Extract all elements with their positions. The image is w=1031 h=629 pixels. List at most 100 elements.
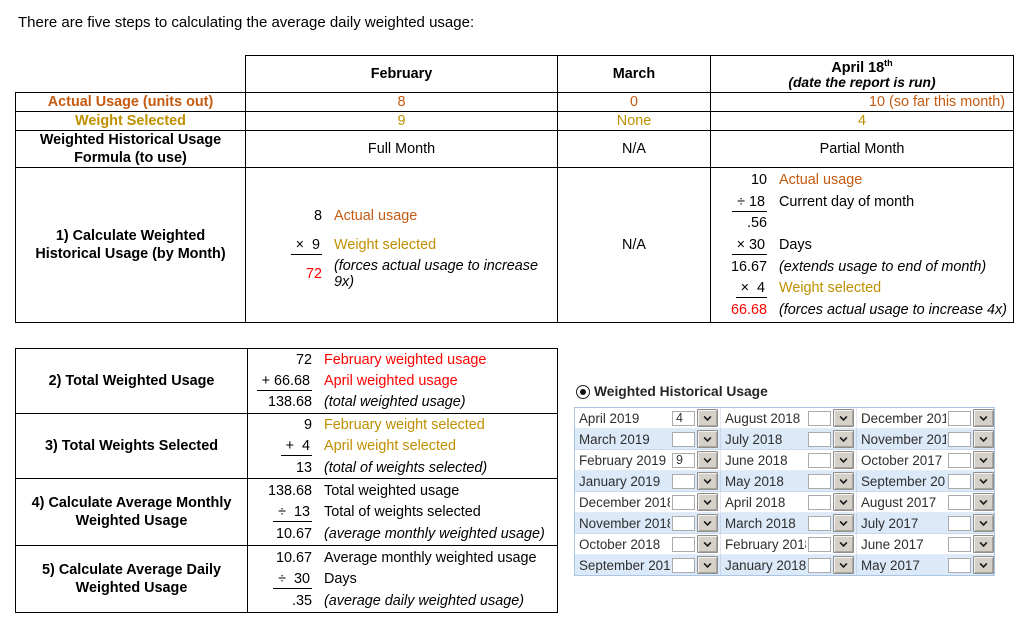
weight-value-input[interactable] [948,515,971,531]
weight-value-input[interactable] [672,431,695,447]
weight-value-input[interactable] [948,473,971,489]
weight-dropdown-button[interactable] [833,493,854,511]
month-label: November 2018 [579,515,670,531]
weight-value-input[interactable] [948,557,971,573]
weight-dropdown-button[interactable] [973,535,994,553]
chevron-down-icon [839,499,848,505]
weight-value-input[interactable] [948,494,971,510]
weight-value-input[interactable] [948,536,971,552]
month-weights-grid: April 2019 4 August 2018 December 2017 Ma… [574,407,995,576]
weight-dropdown-button[interactable] [697,556,718,574]
weight-dropdown-button[interactable] [697,451,718,469]
month-weight-cell: March 2018 [721,513,857,533]
weight-value-input[interactable] [808,536,831,552]
weight-value-input[interactable] [808,494,831,510]
step1-row: 1) Calculate Weighted Historical Usage (… [15,167,1014,323]
month-weight-cell: January 2019 [575,471,721,491]
weighted-historical-usage-radio[interactable] [576,384,590,399]
month-label: February 2019 [579,452,667,468]
weight-selected-label: Weight Selected [15,111,246,131]
weight-value-input[interactable] [672,536,695,552]
calc-line: 10 Actual usage [750,171,863,188]
month-label: November 2017 [861,431,946,447]
weight-value-input[interactable] [808,431,831,447]
chevron-down-icon [839,478,848,484]
weight-value-input[interactable] [672,515,695,531]
header-april-date: April 18th [831,57,893,76]
weight-dropdown-button[interactable] [697,409,718,427]
calc-line: 8 Actual usage [313,208,418,224]
weight-value-input[interactable] [948,452,971,468]
weight-value-input[interactable] [672,494,695,510]
weight-selected-april: 4 [710,111,1014,131]
weight-value-input[interactable] [672,557,695,573]
weight-value-input[interactable] [808,410,831,426]
month-label: December 2018 [579,494,670,510]
weight-value-input[interactable] [808,452,831,468]
weight-value-input[interactable] [808,557,831,573]
calc-line: 10.67 Average monthly weighted usage [275,549,537,566]
weight-dropdown-button[interactable] [833,514,854,532]
weight-dropdown-button[interactable] [973,514,994,532]
weight-dropdown-button[interactable] [833,451,854,469]
weight-value-input[interactable] [808,473,831,489]
calc-line: × 30 Days [711,234,1013,256]
weight-value-input[interactable] [948,431,971,447]
calc-line: 16.67 (extends usage to end of month) [730,258,987,275]
weight-dropdown-button[interactable] [697,514,718,532]
weight-value-input[interactable]: 9 [672,452,695,468]
month-label: May 2017 [861,557,920,573]
radio-selected-dot [580,388,586,395]
month-weight-cell: December 2017 [857,408,996,428]
chevron-down-icon [979,520,988,526]
month-label: March 2019 [579,431,650,447]
weight-dropdown-button[interactable] [833,430,854,448]
month-label: September 2017 [861,473,946,489]
weight-dropdown-button[interactable] [697,535,718,553]
grid-row: December 2018 April 2018 August 2017 [575,492,994,513]
month-weight-cell: April 2018 [721,492,857,512]
weight-dropdown-button[interactable] [973,493,994,511]
calc-line: ÷ 18 Current day of month [711,191,1013,213]
actual-usage-label: Actual Usage (units out) [15,92,246,112]
month-label: August 2018 [725,410,801,426]
weight-dropdown-button[interactable] [697,493,718,511]
month-label: June 2018 [725,452,788,468]
weight-dropdown-button[interactable] [973,556,994,574]
weight-dropdown-button[interactable] [973,451,994,469]
weight-dropdown-button[interactable] [697,472,718,490]
header-february: February [245,55,558,93]
month-label: March 2018 [725,515,796,531]
step3-label: 3) Total Weights Selected [15,413,248,480]
weight-dropdown-button[interactable] [833,409,854,427]
weight-selected-march: None [557,111,711,131]
step3-calc: 9 February weight selected + 4 April weigh… [247,413,558,480]
calc-line: 138.68 (total weighted usage) [267,394,466,411]
calc-line: 13 (total of weights selected) [295,459,488,476]
month-label: October 2018 [579,536,661,552]
step5-calc: 10.67 Average monthly weighted usage ÷ 30… [247,545,558,614]
step1-april-calc: 10 Actual usage ÷ 18 Current day of month … [710,167,1014,323]
month-weight-cell: October 2017 [857,450,996,470]
intro-text: There are five steps to calculating the … [18,14,475,31]
weight-dropdown-button[interactable] [973,409,994,427]
grid-row: January 2019 May 2018 September 2017 [575,471,994,492]
weight-dropdown-button[interactable] [833,472,854,490]
weight-value-input[interactable]: 4 [672,410,695,426]
formula-april: Partial Month [710,130,1014,168]
weight-value-input[interactable] [808,515,831,531]
weight-dropdown-button[interactable] [973,430,994,448]
month-weight-cell: May 2018 [721,471,857,491]
weight-dropdown-button[interactable] [833,535,854,553]
month-label: January 2018 [725,557,806,573]
chevron-down-icon [703,457,712,463]
weight-dropdown-button[interactable] [973,472,994,490]
weight-dropdown-button[interactable] [833,556,854,574]
weight-value-input[interactable] [672,473,695,489]
weight-value-input[interactable] [948,410,971,426]
calc-line: × 9 Weight selected [246,231,557,260]
chevron-down-icon [979,457,988,463]
month-weight-cell: September 2017 [857,471,996,491]
weight-dropdown-button[interactable] [697,430,718,448]
month-label: June 2017 [861,536,924,552]
